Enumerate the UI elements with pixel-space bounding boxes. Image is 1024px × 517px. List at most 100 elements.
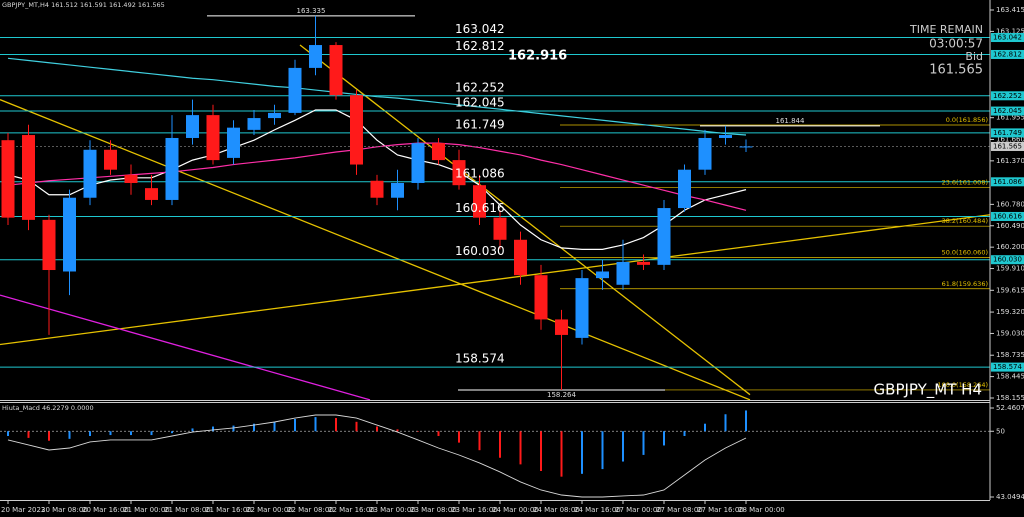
candle-body [165, 137, 179, 200]
fib-label: 0.0(161.856) [946, 116, 988, 124]
y-tick-label: 163.125 [996, 27, 1024, 35]
fib-label: 100.0(158.264) [937, 381, 988, 389]
candle-body [83, 149, 97, 198]
level-axis-box [991, 128, 1024, 138]
level-label: 161.749 [455, 117, 505, 131]
histogram-bar [294, 418, 296, 432]
candle-body [329, 45, 343, 96]
level-axis-box [991, 177, 1024, 187]
bid-axis-box [991, 141, 1024, 151]
histogram-bar [560, 431, 563, 477]
level-axis-label: 162.252 [993, 92, 1022, 100]
chart-title: GBPJPY_MT,H4 161.512 161.591 161.492 161… [2, 1, 165, 9]
candle-body [678, 169, 691, 209]
candle-body [616, 261, 630, 285]
level-axis-box [991, 106, 1024, 116]
y-tick-label: 161.370 [996, 157, 1024, 165]
annotation: 162.916 [508, 49, 567, 64]
y-tick-label: 159.615 [996, 286, 1024, 294]
trendline [299, 44, 751, 396]
x-tick-label: 27 Mar 16:00 [697, 506, 744, 514]
histogram-bar [48, 431, 50, 441]
level-axis-label: 160.030 [993, 256, 1022, 264]
level-label: 158.574 [455, 352, 505, 366]
histogram-bar [68, 431, 71, 439]
y-tick-label: 159.030 [996, 329, 1024, 337]
x-tick-label: 24 Mar 00:00 [492, 506, 539, 514]
x-tick-label: 20 Mar 08:00 [41, 506, 88, 514]
candle-body [63, 197, 76, 272]
candle-body [739, 146, 753, 148]
y-tick-label: 158.155 [996, 394, 1024, 402]
y-tick-label: 161.660 [996, 135, 1024, 143]
histogram-bar [519, 431, 522, 465]
fib-label: 23.6(161.008) [942, 179, 988, 187]
histogram-bar [458, 431, 460, 443]
candle-body [452, 160, 466, 186]
fib-label: 61.8(159.636) [942, 280, 988, 288]
histogram-bar [355, 421, 358, 432]
fib-label: 38.2(160.484) [942, 217, 988, 225]
trendline [0, 99, 751, 400]
candle-body [268, 112, 281, 119]
candle-body [555, 319, 568, 335]
x-tick-label: 23 Mar 00:00 [369, 506, 416, 514]
histogram-bar [437, 431, 440, 436]
candle-body [309, 45, 322, 68]
candle-body [411, 143, 425, 183]
histogram-bar [7, 431, 9, 436]
histogram-bar [683, 431, 686, 436]
x-tick-label: 27 Mar 08:00 [656, 506, 703, 514]
histogram-bar [212, 426, 214, 432]
time-remain: 03:00:57 [929, 37, 983, 51]
histogram-bar [396, 429, 399, 432]
histogram-bar [540, 431, 542, 471]
fib-label: 50.0(160.060) [942, 248, 988, 256]
candle-body [575, 278, 589, 338]
price-mark-label: 163.335 [297, 7, 326, 15]
histogram-bar [232, 425, 235, 432]
y-tick-label: 160.780 [996, 200, 1024, 208]
level-axis-box [991, 211, 1024, 221]
histogram-bar [273, 421, 276, 432]
x-tick-label: 24 Mar 16:00 [574, 506, 621, 514]
candle-body [698, 137, 712, 170]
level-label: 163.042 [455, 22, 505, 36]
x-tick-label: 24 Mar 08:00 [533, 506, 580, 514]
candle-body [473, 185, 486, 218]
x-tick-label: 21 Mar 16:00 [205, 506, 252, 514]
y-tick-label: 158.445 [996, 373, 1024, 381]
histogram-bar [663, 431, 665, 446]
x-tick-label: 23 Mar 16:00 [451, 506, 498, 514]
x-tick-label: 22 Mar 00:00 [246, 506, 293, 514]
candle-body [637, 261, 650, 265]
candle-body [596, 271, 609, 279]
histogram-bar [150, 431, 153, 436]
y-tick-label: 159.320 [996, 308, 1024, 316]
candle-body [247, 118, 261, 130]
level-axis-label: 160.616 [993, 212, 1022, 220]
candle-body [1, 140, 15, 218]
histogram-bar [314, 417, 317, 432]
level-axis-box [991, 49, 1024, 59]
histogram-bar [376, 426, 378, 432]
level-axis-box [991, 255, 1024, 265]
price-mark-label: 158.264 [547, 391, 576, 399]
trendline [0, 294, 371, 400]
histogram-bar [704, 423, 706, 432]
candle-body [104, 149, 117, 170]
level-axis-box [991, 91, 1024, 101]
candle-body [227, 127, 240, 158]
y-tick-label: 160.490 [996, 222, 1024, 230]
price-pane: 0.0(161.856) 23.6(161.008) 38.2(160.484) 50… [0, 7, 990, 400]
level-axis-box [991, 33, 1024, 43]
x-tick-label: 22 Mar 16:00 [328, 506, 375, 514]
histogram-bar [745, 410, 747, 432]
histogram-bar [191, 428, 194, 432]
x-tick-label: 20 Mar 2023 [1, 506, 45, 514]
y-tick-label: 159.910 [996, 265, 1024, 273]
histogram-bar [253, 423, 255, 432]
candle-body [514, 239, 527, 276]
candle-body [391, 182, 404, 198]
level-label: 160.616 [455, 201, 505, 215]
